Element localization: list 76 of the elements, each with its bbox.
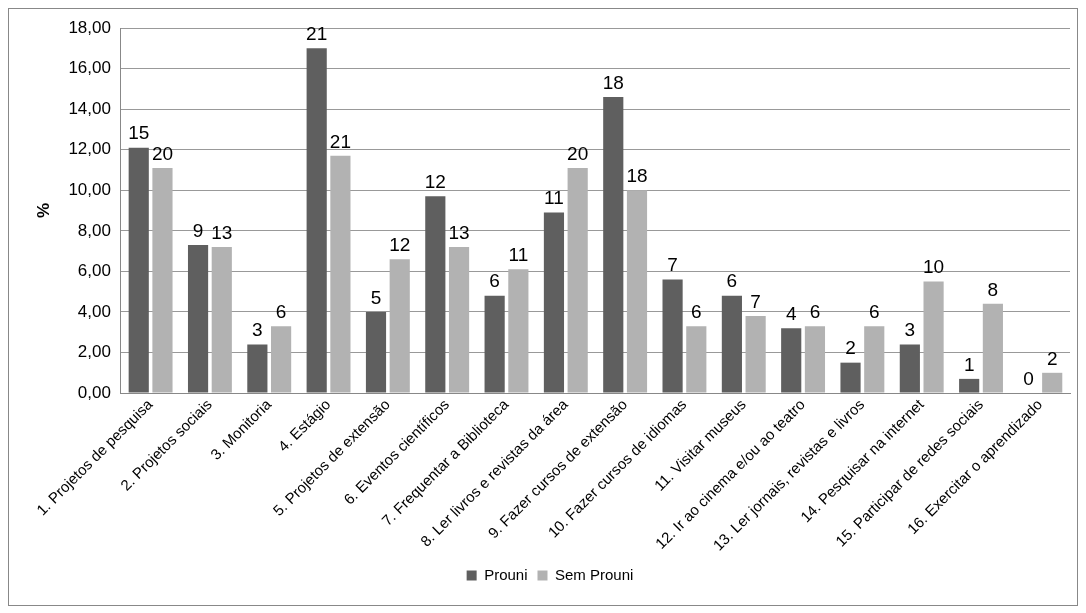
- bar: [187, 245, 209, 393]
- bar: [721, 295, 742, 393]
- annotation: 6: [489, 270, 500, 292]
- y-tick-label: 8,00: [77, 220, 111, 240]
- annotation: 21: [306, 23, 328, 45]
- legend-label: Prouni: [484, 565, 528, 583]
- annotation: 6: [691, 300, 702, 322]
- annotation: 0: [1023, 367, 1034, 389]
- bar: [389, 259, 410, 393]
- bar: [662, 279, 683, 393]
- annotation: 18: [626, 164, 648, 186]
- bar: [271, 326, 292, 393]
- bar: [603, 96, 624, 393]
- bar: [543, 212, 565, 393]
- annotation: 12: [389, 233, 411, 255]
- y-tick-label: 4,00: [77, 301, 111, 321]
- annotation: 5: [370, 286, 382, 308]
- bar: [626, 190, 648, 393]
- bar: [982, 303, 1003, 393]
- annotation: 20: [567, 142, 589, 164]
- bar: [804, 326, 826, 393]
- annotation: 7: [750, 290, 761, 312]
- bar: [508, 269, 529, 393]
- bar: [840, 362, 861, 393]
- annotation: 13: [211, 221, 233, 243]
- annotation: 2: [1046, 347, 1058, 369]
- bar: [1042, 372, 1063, 393]
- annotation: 11: [544, 187, 564, 209]
- annotation: 6: [809, 300, 821, 322]
- annotation: 2: [845, 337, 856, 359]
- bar: [330, 155, 351, 393]
- y-tick-label: 10,00: [68, 179, 111, 199]
- annotation: 12: [424, 171, 446, 193]
- y-axis-title: %: [33, 202, 53, 219]
- annotation: 18: [602, 71, 624, 93]
- bar: [781, 328, 802, 393]
- bar: [959, 378, 980, 393]
- legend-label: Sem Prouni: [555, 565, 634, 583]
- y-tick-label: 18,00: [68, 17, 111, 37]
- bar: [484, 295, 505, 393]
- bar: [745, 316, 766, 393]
- y-tick-label: 6,00: [77, 261, 111, 281]
- annotation: 3: [252, 319, 263, 341]
- bar: [923, 281, 944, 393]
- annotation: 7: [667, 254, 678, 276]
- annotation: 3: [904, 319, 916, 341]
- y-tick-label: 16,00: [68, 58, 111, 78]
- annotation: 4: [785, 302, 797, 324]
- annotation: 21: [329, 130, 351, 152]
- bar: [247, 344, 268, 393]
- bar: [864, 326, 885, 393]
- annotation: 1: [963, 353, 975, 375]
- annotation: 13: [448, 221, 470, 243]
- bar: [899, 344, 920, 393]
- annotation: 6: [275, 300, 287, 322]
- annotation: 11: [508, 244, 529, 266]
- annotation: 9: [192, 219, 204, 241]
- bar: [211, 247, 232, 393]
- annotation: 8: [987, 278, 999, 300]
- y-tick-label: 0,00: [77, 382, 111, 402]
- annotation: 6: [868, 300, 880, 322]
- bar: [567, 167, 588, 393]
- annotation: 10: [923, 256, 945, 278]
- bar: [152, 167, 173, 393]
- bar: [128, 147, 149, 393]
- annotation: 6: [726, 270, 738, 292]
- annotation: 15: [128, 122, 150, 144]
- bar: [425, 196, 446, 393]
- y-tick-label: 12,00: [68, 139, 111, 159]
- bar: [448, 247, 470, 393]
- y-tick-label: 2,00: [77, 342, 111, 362]
- bar: [365, 311, 387, 393]
- bar: [306, 48, 327, 393]
- annotation: 20: [151, 142, 174, 164]
- bar: [686, 326, 707, 393]
- y-tick-label: 14,00: [68, 98, 111, 118]
